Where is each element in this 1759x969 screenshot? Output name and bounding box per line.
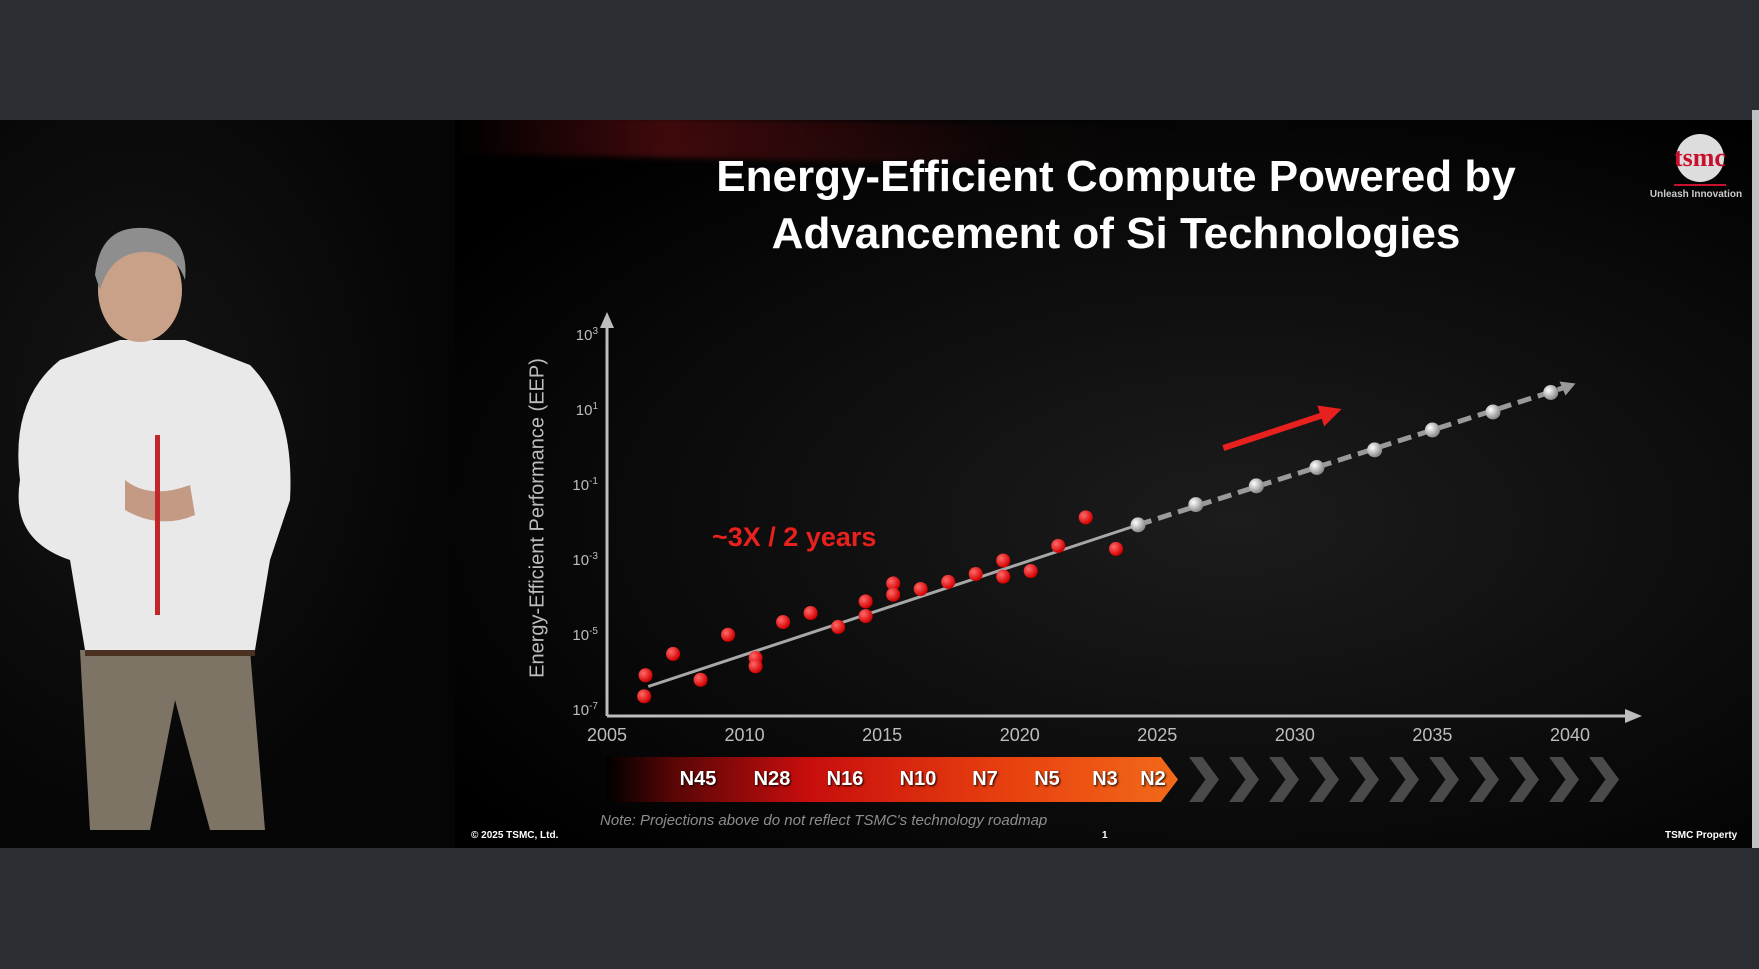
y-tick-label: 10-7 (572, 701, 598, 719)
historical-point (996, 569, 1011, 584)
projected-point (1130, 517, 1146, 533)
property-label: TSMC Property (1665, 830, 1738, 841)
historical-point (666, 646, 681, 661)
y-tick-label: 103 (576, 326, 599, 344)
historical-point (721, 627, 736, 642)
historical-point (748, 659, 763, 674)
projected-point (1485, 404, 1501, 420)
historical-point (886, 587, 901, 602)
x-tick-label: 2005 (587, 725, 627, 745)
growth-arrow (1222, 405, 1342, 451)
historical-point (776, 615, 791, 629)
historical-point (803, 606, 818, 620)
roadmap-node: N2 (1140, 768, 1166, 790)
y-tick-label: 10-1 (572, 476, 598, 494)
y-tick-label: 10-3 (572, 551, 598, 569)
speaker-figure (18, 227, 291, 830)
title-line-1: Energy-Efficient Compute Powered by (716, 152, 1516, 201)
x-tick-label: 2035 (1412, 725, 1452, 745)
x-tick-label: 2025 (1137, 725, 1177, 745)
projected-point (1309, 460, 1325, 475)
projected-point (1188, 497, 1204, 513)
roadmap-node: N28 (753, 768, 791, 790)
projected-point (1367, 442, 1383, 458)
roadmap-node: N5 (1034, 768, 1060, 790)
y-tick-label: 101 (576, 401, 599, 419)
historical-point (968, 567, 983, 581)
tsmc-logo: tsmc (1674, 134, 1726, 186)
historical-point (637, 689, 652, 704)
historical-point (1051, 538, 1066, 553)
y-tick-label: 10-5 (572, 626, 598, 644)
x-tick-label: 2020 (1000, 725, 1040, 745)
top-letterbox (0, 0, 1759, 120)
historical-point (913, 582, 928, 596)
roadmap-node: N10 (899, 768, 937, 790)
slide-background (455, 120, 1752, 848)
x-tick-label: 2010 (725, 725, 765, 745)
projected-point (1543, 385, 1559, 400)
historical-point (831, 619, 846, 634)
historical-point (1109, 541, 1124, 556)
historical-point (693, 672, 708, 687)
growth-arrow-shape (1222, 405, 1342, 451)
historical-point (886, 576, 901, 591)
growth-annotation: ~3X / 2 years (712, 522, 877, 552)
eep-chart: 2005 2010 2015 2020 2025 2030 2035 2040 103 101 10… (572, 312, 1642, 745)
x-tick-label: 2040 (1550, 725, 1590, 745)
svg-text:tsmc: tsmc (1674, 143, 1726, 172)
historical-point (638, 668, 653, 683)
projection-line (1137, 384, 1569, 528)
y-axis-label: Energy-Efficient Performance (EEP) (526, 358, 549, 678)
roadmap-node: N7 (972, 768, 998, 790)
video-frame: Energy-Efficient Compute Powered by Adva… (0, 120, 1752, 848)
tagline: Unleash Innovation (1649, 189, 1743, 200)
roadmap-node: N3 (1092, 768, 1118, 790)
bottom-letterbox (0, 848, 1759, 969)
copyright: © 2025 TSMC, Ltd. (471, 830, 559, 841)
page-number: 1 (1102, 830, 1108, 841)
projection-arrowhead (1559, 381, 1576, 396)
roadmap-bar (606, 757, 1178, 802)
projected-point (1424, 422, 1440, 438)
historical-point (996, 553, 1011, 568)
historical-point (858, 594, 873, 609)
title-line-2: Advancement of Si Technologies (771, 209, 1461, 258)
historical-point (1078, 510, 1093, 525)
x-tick-label: 2015 (862, 725, 902, 745)
historical-point (1023, 564, 1038, 578)
projected-point (1248, 478, 1264, 494)
y-axis-arrowhead (600, 312, 614, 328)
historical-point (941, 574, 956, 589)
slide-title: Energy-Efficient Compute Powered by Adva… (560, 148, 1672, 262)
roadmap-node: N16 (826, 768, 864, 790)
x-tick-label: 2030 (1275, 725, 1315, 745)
x-axis-arrowhead (1625, 709, 1642, 723)
roadmap-node: N45 (679, 768, 717, 790)
scrollbar-strip (1752, 110, 1759, 850)
disclaimer-note: Note: Projections above do not reflect T… (600, 812, 1048, 829)
historical-point (858, 609, 873, 623)
